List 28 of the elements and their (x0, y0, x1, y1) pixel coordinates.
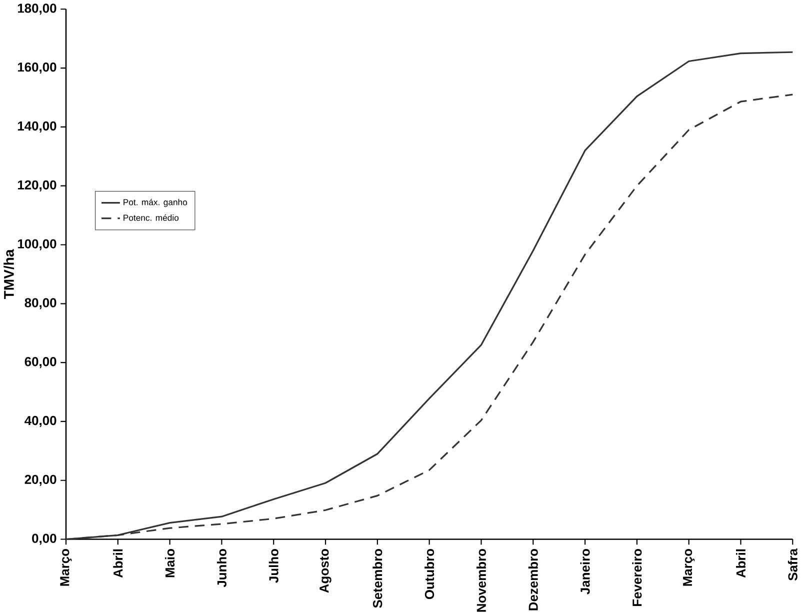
x-tick-label: Agosto (320, 548, 332, 593)
x-tick-label: Fevereiro (632, 548, 642, 606)
y-tick-label: 80,00 (24, 298, 56, 310)
x-tick-label: Julho (268, 548, 278, 583)
x-tick-label: Outubro (424, 548, 434, 599)
x-tick-label: Abril (736, 549, 746, 578)
y-tick-label: 60,00 (24, 356, 56, 368)
x-tick-label: Março (683, 548, 695, 586)
y-tick-label: 40,00 (24, 416, 56, 427)
y-tick-label: 180,00 (18, 4, 56, 15)
y-tick-label: 20,00 (24, 474, 56, 486)
y-tick-label: 120,00 (18, 180, 56, 192)
x-tick-label: Setembro (372, 548, 382, 608)
x-tick-label: Junho (216, 548, 226, 588)
x-tick-label: Novembro (476, 548, 486, 612)
x-tick-label: Abril (113, 549, 123, 578)
y-tick-label: 140,00 (18, 121, 56, 132)
y-tick-label: 100,00 (18, 239, 56, 250)
y-tick-label: 160,00 (18, 62, 56, 74)
x-tick-label: Março (60, 548, 72, 586)
y-axis-title: TMV/ha (4, 249, 14, 299)
x-tick-label: Maio (165, 548, 175, 578)
x-tick-label: Safra (788, 548, 798, 580)
x-tick-label: Dezembro (528, 548, 538, 610)
legend-label: Pot. máx. ganho (124, 198, 187, 207)
legend-label: Potenc. médio (124, 214, 179, 221)
y-tick-label: 0,00 (32, 534, 56, 545)
x-tick-label: Janeiro (580, 548, 590, 594)
